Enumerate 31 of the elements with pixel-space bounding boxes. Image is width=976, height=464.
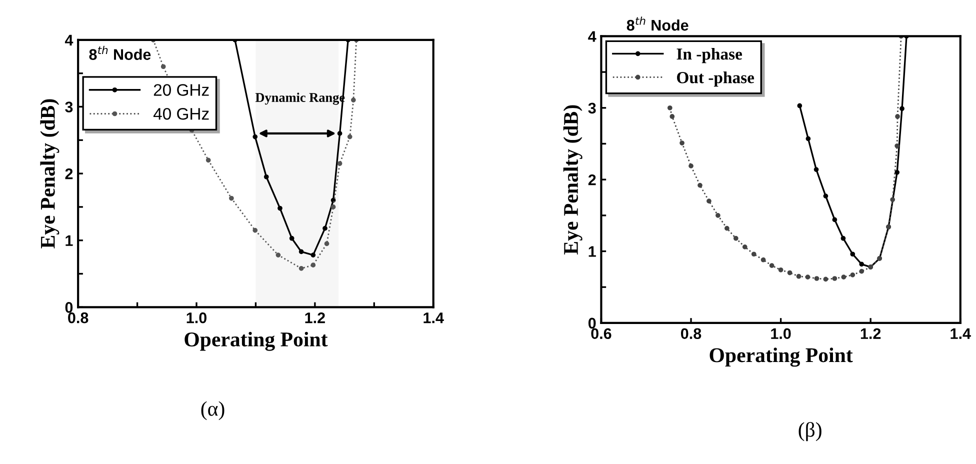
x-tick-label: 1.4: [424, 312, 444, 324]
legend-label: 40 GHz: [153, 108, 209, 120]
x-tick-label: 1.2: [860, 328, 881, 339]
y-tick-label: 4: [64, 34, 74, 46]
x-tick-label: 0.6: [591, 328, 612, 340]
x-axis-title: Operating Point: [184, 332, 328, 351]
y-axis-title: Eye Penalty (dB): [40, 99, 60, 248]
text: (β): [798, 422, 822, 442]
x-axis-title: Operating Point: [710, 348, 853, 367]
x-tick-label: 1.4: [950, 328, 971, 339]
y-tick-label: 1: [588, 246, 596, 257]
legend-label: Out -phase: [677, 72, 754, 87]
x-tick-label: 0.8: [68, 312, 88, 324]
x-tick-label: 1.0: [771, 328, 791, 340]
x-tick-label: 0.8: [680, 328, 702, 340]
y-tick-label: 2: [588, 174, 596, 186]
legend-title: 8$^{th}$ Node: [89, 46, 151, 60]
y-tick-label: 2: [65, 168, 73, 180]
y-tick-label: 0: [65, 302, 73, 313]
text: (α): [201, 401, 224, 420]
chart-title: 8$^{th}$ Node: [626, 16, 688, 31]
x-tick-label: 1.0: [186, 312, 206, 324]
y-tick-label: 4: [588, 31, 596, 42]
y-axis-title: Eye Penalty (dB): [563, 105, 582, 254]
y-tick-label: 0: [588, 318, 596, 329]
y-tick-label: 3: [588, 102, 596, 114]
x-tick-label: 1.2: [305, 312, 325, 324]
y-tick-label: 1: [66, 235, 73, 246]
legend-label: In -phase: [676, 48, 742, 64]
y-tick-label: 3: [65, 102, 73, 112]
legend-label: 20 GHz: [154, 84, 209, 96]
